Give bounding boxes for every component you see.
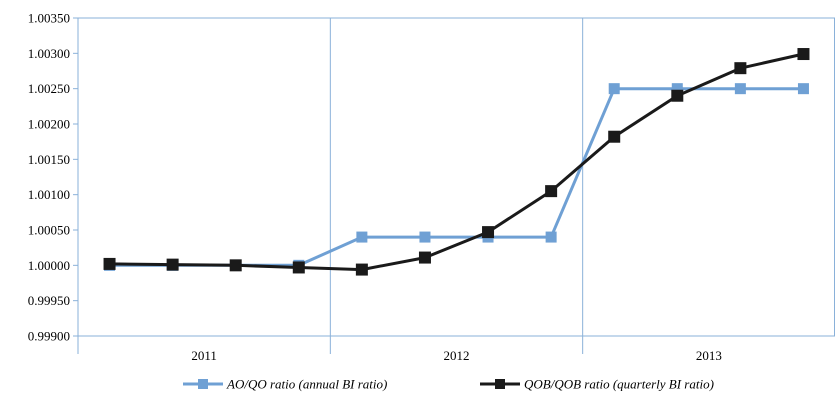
- plot-area: [78, 18, 835, 336]
- data-point-marker: [103, 257, 116, 270]
- data-point-marker: [419, 231, 431, 243]
- y-tick-label: 1.00000: [28, 258, 70, 273]
- y-tick-label: 1.00150: [28, 152, 70, 167]
- y-tick-label: 1.00250: [28, 81, 70, 96]
- y-tick-label: 0.99900: [28, 329, 70, 344]
- y-tick-label: 1.00300: [28, 46, 70, 61]
- data-point-marker: [797, 83, 809, 95]
- data-point-marker: [292, 261, 305, 274]
- x-tick-label: 2011: [191, 348, 217, 363]
- data-point-marker: [797, 48, 810, 61]
- legend-item: AO/QO ratio (annual BI ratio): [183, 377, 387, 392]
- data-point-marker: [608, 83, 620, 95]
- data-point-marker: [166, 258, 179, 271]
- legend: AO/QO ratio (annual BI ratio) QOB/QOB rat…: [183, 377, 714, 392]
- x-tick-label: 2012: [444, 348, 470, 363]
- series-layer: [103, 48, 810, 276]
- data-point-marker: [671, 83, 683, 95]
- legend-label: QOB/QOB ratio (quarterly BI ratio): [524, 377, 714, 392]
- data-point-marker: [734, 83, 746, 95]
- data-point-marker: [356, 231, 368, 243]
- series-line: [109, 52, 804, 272]
- data-point-marker: [608, 130, 621, 143]
- data-point-marker: [482, 226, 495, 239]
- y-tick-label: 1.00350: [28, 11, 70, 26]
- data-point-marker: [355, 263, 368, 276]
- data-point-marker: [671, 89, 684, 102]
- legend-swatch-marker: [198, 379, 208, 389]
- legend-item: QOB/QOB ratio (quarterly BI ratio): [480, 377, 714, 392]
- data-point-marker: [229, 259, 242, 272]
- y-tick-label: 1.00050: [28, 223, 70, 238]
- data-point-marker: [734, 62, 747, 75]
- data-point-marker: [418, 251, 431, 264]
- x-tick-label: 2013: [696, 348, 722, 363]
- y-tick-label: 1.00200: [28, 117, 70, 132]
- legend-label: AO/QO ratio (annual BI ratio): [226, 377, 387, 392]
- axis-layer: 0.99900 0.99950 1.00000 1.00050 1.00100 1.001…: [28, 11, 835, 363]
- legend-swatch-marker: [495, 379, 505, 389]
- series-2: [103, 48, 810, 276]
- y-tick-label: 0.99950: [28, 293, 70, 308]
- data-point-marker: [545, 185, 558, 198]
- data-point-marker: [545, 231, 557, 243]
- y-tick-label: 1.00100: [28, 187, 70, 202]
